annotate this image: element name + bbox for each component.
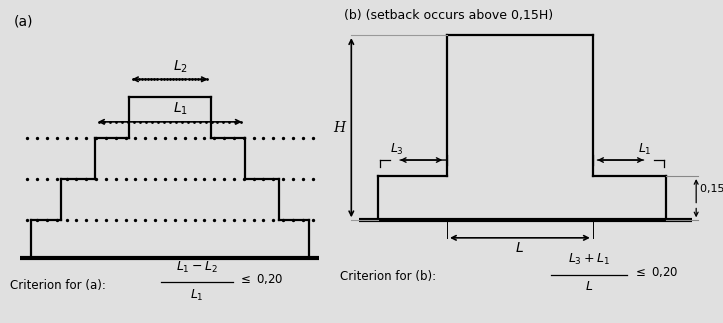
Text: (b) (setback occurs above 0,15H): (b) (setback occurs above 0,15H) [343,9,553,22]
Text: $L_1$: $L_1$ [638,142,652,157]
Text: $L_3 + L_1$: $L_3 + L_1$ [568,252,609,267]
Text: $L_2$: $L_2$ [173,58,187,75]
Text: $L$: $L$ [585,280,593,293]
Text: (a): (a) [14,15,33,29]
Text: Criterion for (a):: Criterion for (a): [10,279,106,292]
Text: $L_1$: $L_1$ [190,288,204,303]
Text: $L$: $L$ [515,241,524,255]
Text: 0,15 H: 0,15 H [700,184,723,194]
Text: $\leq$ 0,20: $\leq$ 0,20 [238,272,283,286]
Text: $L_1 - L_2$: $L_1 - L_2$ [176,259,218,275]
Text: H: H [333,121,346,135]
Text: $\leq$ 0,20: $\leq$ 0,20 [633,265,678,279]
Text: $L_1$: $L_1$ [173,101,187,118]
Text: $L_3$: $L_3$ [390,142,403,157]
Text: Criterion for (b):: Criterion for (b): [340,270,436,283]
